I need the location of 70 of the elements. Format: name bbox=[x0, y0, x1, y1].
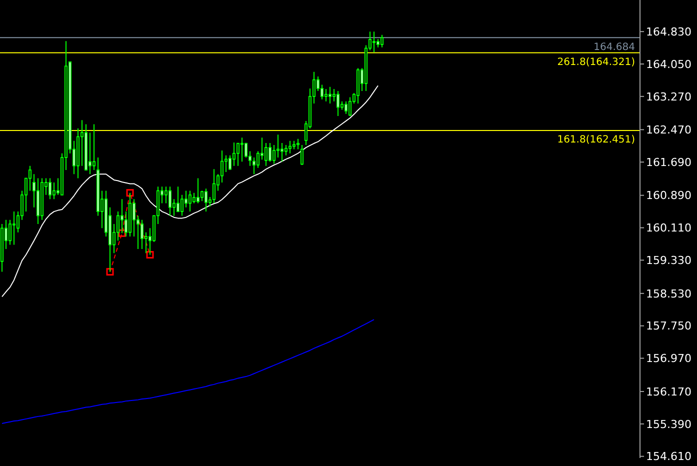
y-tick-label: 156.970 bbox=[646, 352, 692, 366]
ref-line-label: 161.8(162.451) bbox=[557, 134, 636, 146]
candlestick bbox=[140, 219, 144, 250]
candlestick bbox=[288, 140, 292, 154]
point bbox=[106, 268, 114, 276]
candlestick bbox=[284, 144, 288, 156]
y-tick-label: 164.050 bbox=[646, 58, 692, 71]
candlestick bbox=[240, 137, 244, 162]
candlestick bbox=[272, 144, 276, 164]
candlestick bbox=[268, 142, 272, 162]
point bbox=[146, 251, 154, 259]
candlestick bbox=[176, 186, 180, 212]
candlestick bbox=[8, 219, 12, 246]
candlestick bbox=[168, 186, 172, 216]
candlestick bbox=[28, 165, 32, 192]
y-tick-label: 164.830 bbox=[646, 25, 692, 38]
y-tick-label: 156.170 bbox=[646, 385, 692, 398]
candlestick bbox=[192, 192, 196, 204]
candlestick bbox=[196, 178, 200, 204]
y-tick-label: 160.890 bbox=[646, 189, 692, 202]
y-tick-label: 154.610 bbox=[646, 450, 692, 464]
candlestick bbox=[380, 34, 384, 48]
point bbox=[118, 229, 126, 237]
candlestick bbox=[348, 96, 352, 116]
candlestick bbox=[236, 142, 240, 166]
candlestick bbox=[372, 31, 376, 53]
y-tick-label: 155.390 bbox=[646, 418, 692, 431]
candlestick bbox=[336, 90, 340, 116]
candlestick bbox=[52, 182, 56, 200]
candlestick bbox=[132, 198, 136, 237]
candlestick bbox=[224, 154, 228, 173]
candlestick bbox=[276, 134, 280, 158]
candlestick bbox=[48, 178, 52, 200]
y-tick-label: 160.110 bbox=[646, 222, 692, 235]
candlestick bbox=[88, 132, 92, 175]
candlestick bbox=[328, 86, 332, 104]
candlestick bbox=[164, 186, 168, 204]
candlestick bbox=[244, 142, 248, 158]
y-tick-label: 161.690 bbox=[646, 156, 692, 169]
y-tick-label: 158.530 bbox=[646, 287, 692, 300]
candlestick bbox=[184, 190, 188, 208]
y-tick-label: 162.470 bbox=[646, 124, 692, 137]
candlestick bbox=[280, 142, 284, 162]
candlestick bbox=[12, 211, 16, 246]
candlestick bbox=[300, 144, 304, 166]
line-series bbox=[2, 85, 378, 298]
y-tick-label: 159.330 bbox=[646, 254, 692, 268]
line-series bbox=[2, 319, 374, 424]
candlestick bbox=[232, 142, 236, 166]
candlestick bbox=[188, 190, 192, 212]
point bbox=[126, 189, 134, 197]
y-tick-label: 163.270 bbox=[646, 90, 692, 104]
candlestick bbox=[92, 124, 96, 170]
candlestick bbox=[212, 168, 216, 204]
y-tick-label: 157.750 bbox=[646, 320, 692, 333]
candlestick bbox=[80, 120, 84, 166]
candlestick bbox=[120, 198, 124, 234]
candlestick bbox=[204, 188, 208, 212]
candlestick bbox=[264, 142, 268, 166]
candlestick bbox=[256, 150, 260, 168]
candlestick bbox=[252, 157, 256, 175]
candlestick bbox=[116, 211, 120, 242]
candlestick bbox=[228, 154, 232, 170]
ref-line-label: 261.8(164.321) bbox=[557, 56, 636, 68]
candlestick bbox=[180, 194, 184, 216]
candlestick bbox=[344, 100, 348, 114]
candlestick bbox=[220, 150, 224, 183]
ref-line-label: 164.684 bbox=[594, 42, 635, 53]
candlestick bbox=[324, 88, 328, 102]
candlestick bbox=[296, 138, 300, 150]
